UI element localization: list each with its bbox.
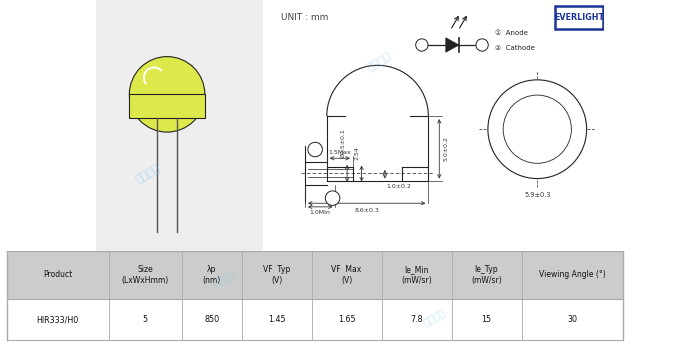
Text: 超毅电子: 超毅电子 — [134, 163, 162, 185]
FancyBboxPatch shape — [555, 6, 603, 29]
Text: 5: 5 — [143, 315, 148, 324]
Text: 15: 15 — [482, 315, 491, 324]
Text: 1: 1 — [420, 42, 424, 47]
Circle shape — [488, 80, 587, 179]
Text: Product: Product — [43, 270, 72, 279]
Text: Ie_Min
(mW/sr): Ie_Min (mW/sr) — [401, 265, 432, 285]
Text: Ie_Typ
(mW/sr): Ie_Typ (mW/sr) — [471, 265, 502, 285]
Circle shape — [416, 39, 428, 51]
Text: 5.0±0.2: 5.0±0.2 — [444, 136, 449, 161]
Text: 8.6±0.3: 8.6±0.3 — [354, 208, 379, 213]
Text: Viewing Angle (°): Viewing Angle (°) — [539, 270, 606, 279]
Circle shape — [130, 57, 205, 132]
Text: λp
(nm): λp (nm) — [202, 265, 221, 285]
Bar — [130, 94, 205, 118]
Text: Ø0.5±0.1: Ø0.5±0.1 — [340, 128, 345, 158]
Text: 1.0±0.2: 1.0±0.2 — [386, 184, 411, 189]
Bar — [7, 299, 623, 340]
Text: VF  Max
(V): VF Max (V) — [331, 265, 362, 285]
Text: EVERLIGHT: EVERLIGHT — [554, 13, 604, 22]
Text: 1.45: 1.45 — [267, 315, 286, 324]
Text: 超毅电子: 超毅电子 — [365, 50, 393, 73]
Text: 超毅电子: 超毅电子 — [486, 131, 512, 152]
Circle shape — [308, 142, 323, 157]
Text: ①  Anode: ① Anode — [495, 30, 528, 37]
Bar — [96, 0, 263, 254]
Text: 2: 2 — [480, 42, 484, 47]
Text: 850: 850 — [204, 315, 219, 324]
Circle shape — [476, 39, 489, 51]
Text: −: − — [311, 144, 319, 155]
Polygon shape — [446, 38, 459, 52]
Text: 超毅电子: 超毅电子 — [211, 268, 237, 288]
Text: 7.8: 7.8 — [410, 315, 423, 324]
Text: HIR333/H0: HIR333/H0 — [36, 315, 79, 324]
Text: 1.65: 1.65 — [337, 315, 356, 324]
Text: UNIT : mm: UNIT : mm — [281, 13, 328, 22]
Text: 30: 30 — [567, 315, 577, 324]
Circle shape — [326, 191, 340, 205]
Text: 1.0Min: 1.0Min — [310, 211, 330, 215]
Text: 2: 2 — [330, 195, 335, 201]
Text: 5.9±0.3: 5.9±0.3 — [524, 192, 550, 198]
Text: VF  Typ
(V): VF Typ (V) — [263, 265, 290, 285]
Text: ②  Cathode: ② Cathode — [495, 45, 535, 51]
Text: 1.5Max: 1.5Max — [328, 150, 351, 155]
Text: 超毅电子: 超毅电子 — [421, 307, 447, 327]
Bar — [7, 251, 623, 299]
Text: Size
(LxWxHmm): Size (LxWxHmm) — [122, 265, 169, 285]
Text: 2.54: 2.54 — [355, 146, 360, 160]
